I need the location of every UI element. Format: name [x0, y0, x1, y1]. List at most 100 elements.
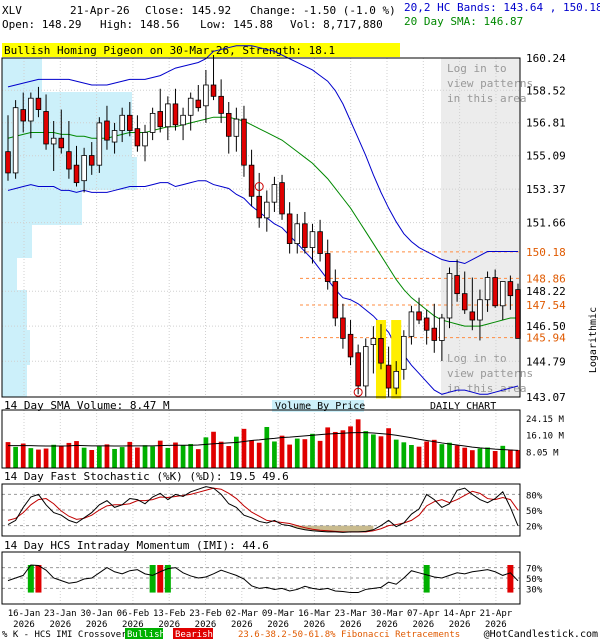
pattern-marker	[254, 182, 264, 192]
volume-bar	[393, 439, 399, 468]
volume-bar	[386, 428, 391, 468]
volume-bar	[355, 419, 361, 468]
volume-by-price-label: Volume By Price	[275, 401, 365, 412]
price-tick-label: 146.50	[526, 320, 566, 333]
imi-line	[7, 564, 519, 594]
copyright-label: @HotCandlestick.com	[484, 629, 598, 640]
volume-by-price-bar	[2, 290, 27, 330]
crossover-bearish-bar	[507, 565, 514, 593]
volume-bar	[340, 430, 346, 468]
momentum-tick-label: 70%	[526, 565, 543, 575]
price-tick-label: 143.07	[526, 391, 566, 404]
login-text-top: Log in to	[447, 62, 507, 75]
date-tick-year: 2026	[412, 620, 434, 630]
volume-bar	[233, 436, 239, 468]
volume-by-price-bar	[2, 92, 132, 157]
date-tick-label: 09-Mar	[262, 609, 295, 619]
date-tick-label: 07-Apr	[407, 609, 440, 619]
symbol-label: XLV	[2, 4, 22, 17]
sma20-line	[7, 116, 518, 327]
volume-bar	[363, 431, 369, 468]
date-tick-year: 2026	[304, 620, 326, 630]
candle-body	[165, 103, 171, 128]
date-tick-label: 21-Apr	[480, 609, 513, 619]
volume-bar	[477, 448, 483, 468]
candle-body	[416, 311, 422, 321]
candle-body	[96, 122, 103, 166]
volume-bar	[13, 446, 18, 468]
candle-body	[271, 184, 278, 203]
volume-bar	[211, 431, 216, 468]
candle-body	[127, 114, 133, 131]
stochastic-tick-label: 50%	[526, 507, 543, 517]
volume-by-price-bar	[2, 58, 42, 92]
price-tick-label: 145.94	[526, 332, 566, 345]
close-label: Close: 145.92	[145, 4, 231, 17]
volume-by-price-bar	[2, 330, 30, 365]
volume-bar	[302, 439, 308, 468]
candle-body	[439, 317, 445, 341]
volume-bar	[20, 443, 26, 468]
daily-chart-label: DAILY CHART	[430, 401, 496, 412]
volume-by-price-bar	[2, 258, 17, 290]
candle-body	[66, 151, 72, 170]
volume-bar	[66, 442, 72, 468]
volume-panel-title: 14 Day SMA Volume: 8.47 M	[4, 399, 170, 412]
change-label: Change: -1.50 (-1.0 %)	[250, 4, 396, 17]
date-tick-year: 2026	[231, 620, 253, 630]
date-tick-label: 30-Jan	[80, 609, 113, 619]
login-text-top: in this area	[447, 92, 526, 105]
stochastic-d-line	[7, 487, 519, 533]
candle-body	[431, 327, 438, 341]
crossover-bearish-bar	[157, 565, 164, 593]
panel-border	[1, 409, 521, 469]
volume-bar	[112, 448, 117, 468]
candle-body	[20, 109, 26, 122]
volume-bar	[5, 442, 11, 468]
login-text-bottom: view patterns	[447, 367, 533, 380]
crossover-bullish-bar	[423, 565, 430, 593]
volume-bar	[195, 449, 201, 468]
candle-body	[104, 120, 110, 141]
date-tick-label: 16-Jan	[8, 609, 41, 619]
candle-body	[81, 155, 87, 182]
candle-body	[484, 277, 491, 301]
date-tick-year: 2026	[49, 620, 71, 630]
volume-bar	[485, 447, 490, 468]
volume-by-price-bar	[2, 225, 32, 258]
volume-tick-label: 24.15 M	[526, 415, 565, 425]
candle-body	[73, 164, 80, 184]
candle-body	[294, 223, 301, 244]
upper-band-line	[7, 45, 518, 265]
volume-label: Vol: 8,717,880	[290, 18, 383, 31]
candle-body	[461, 293, 468, 311]
candle-body	[35, 97, 42, 110]
candle-body	[172, 103, 179, 126]
candle-body	[218, 95, 224, 114]
candle-body	[279, 182, 285, 215]
momentum-tick-label: 50%	[526, 575, 543, 585]
volume-bar	[241, 428, 247, 468]
volume-bar	[439, 444, 445, 468]
candle-body	[454, 275, 460, 295]
price-tick-label: 148.22	[526, 285, 566, 298]
date-tick-label: 30-Mar	[371, 609, 404, 619]
stochastic-tick-label: 20%	[526, 523, 543, 533]
volume-bar	[249, 440, 254, 468]
volume-bar	[272, 441, 277, 468]
volume-bar	[431, 439, 437, 468]
candle-body	[393, 370, 399, 389]
login-text-top: view patterns	[447, 77, 533, 90]
bullish-legend-label: Bullish	[127, 630, 165, 640]
volume-bar	[150, 446, 155, 468]
volume-bar	[188, 443, 194, 468]
high-label: High: 148.56	[100, 18, 179, 31]
candle-body	[195, 99, 202, 109]
pattern-highlight	[391, 320, 402, 399]
volume-bar	[96, 446, 102, 468]
candle-body	[256, 195, 262, 219]
date-tick-label: 23-Mar	[334, 609, 367, 619]
volume-bar	[173, 442, 178, 468]
candle-body	[210, 84, 217, 97]
